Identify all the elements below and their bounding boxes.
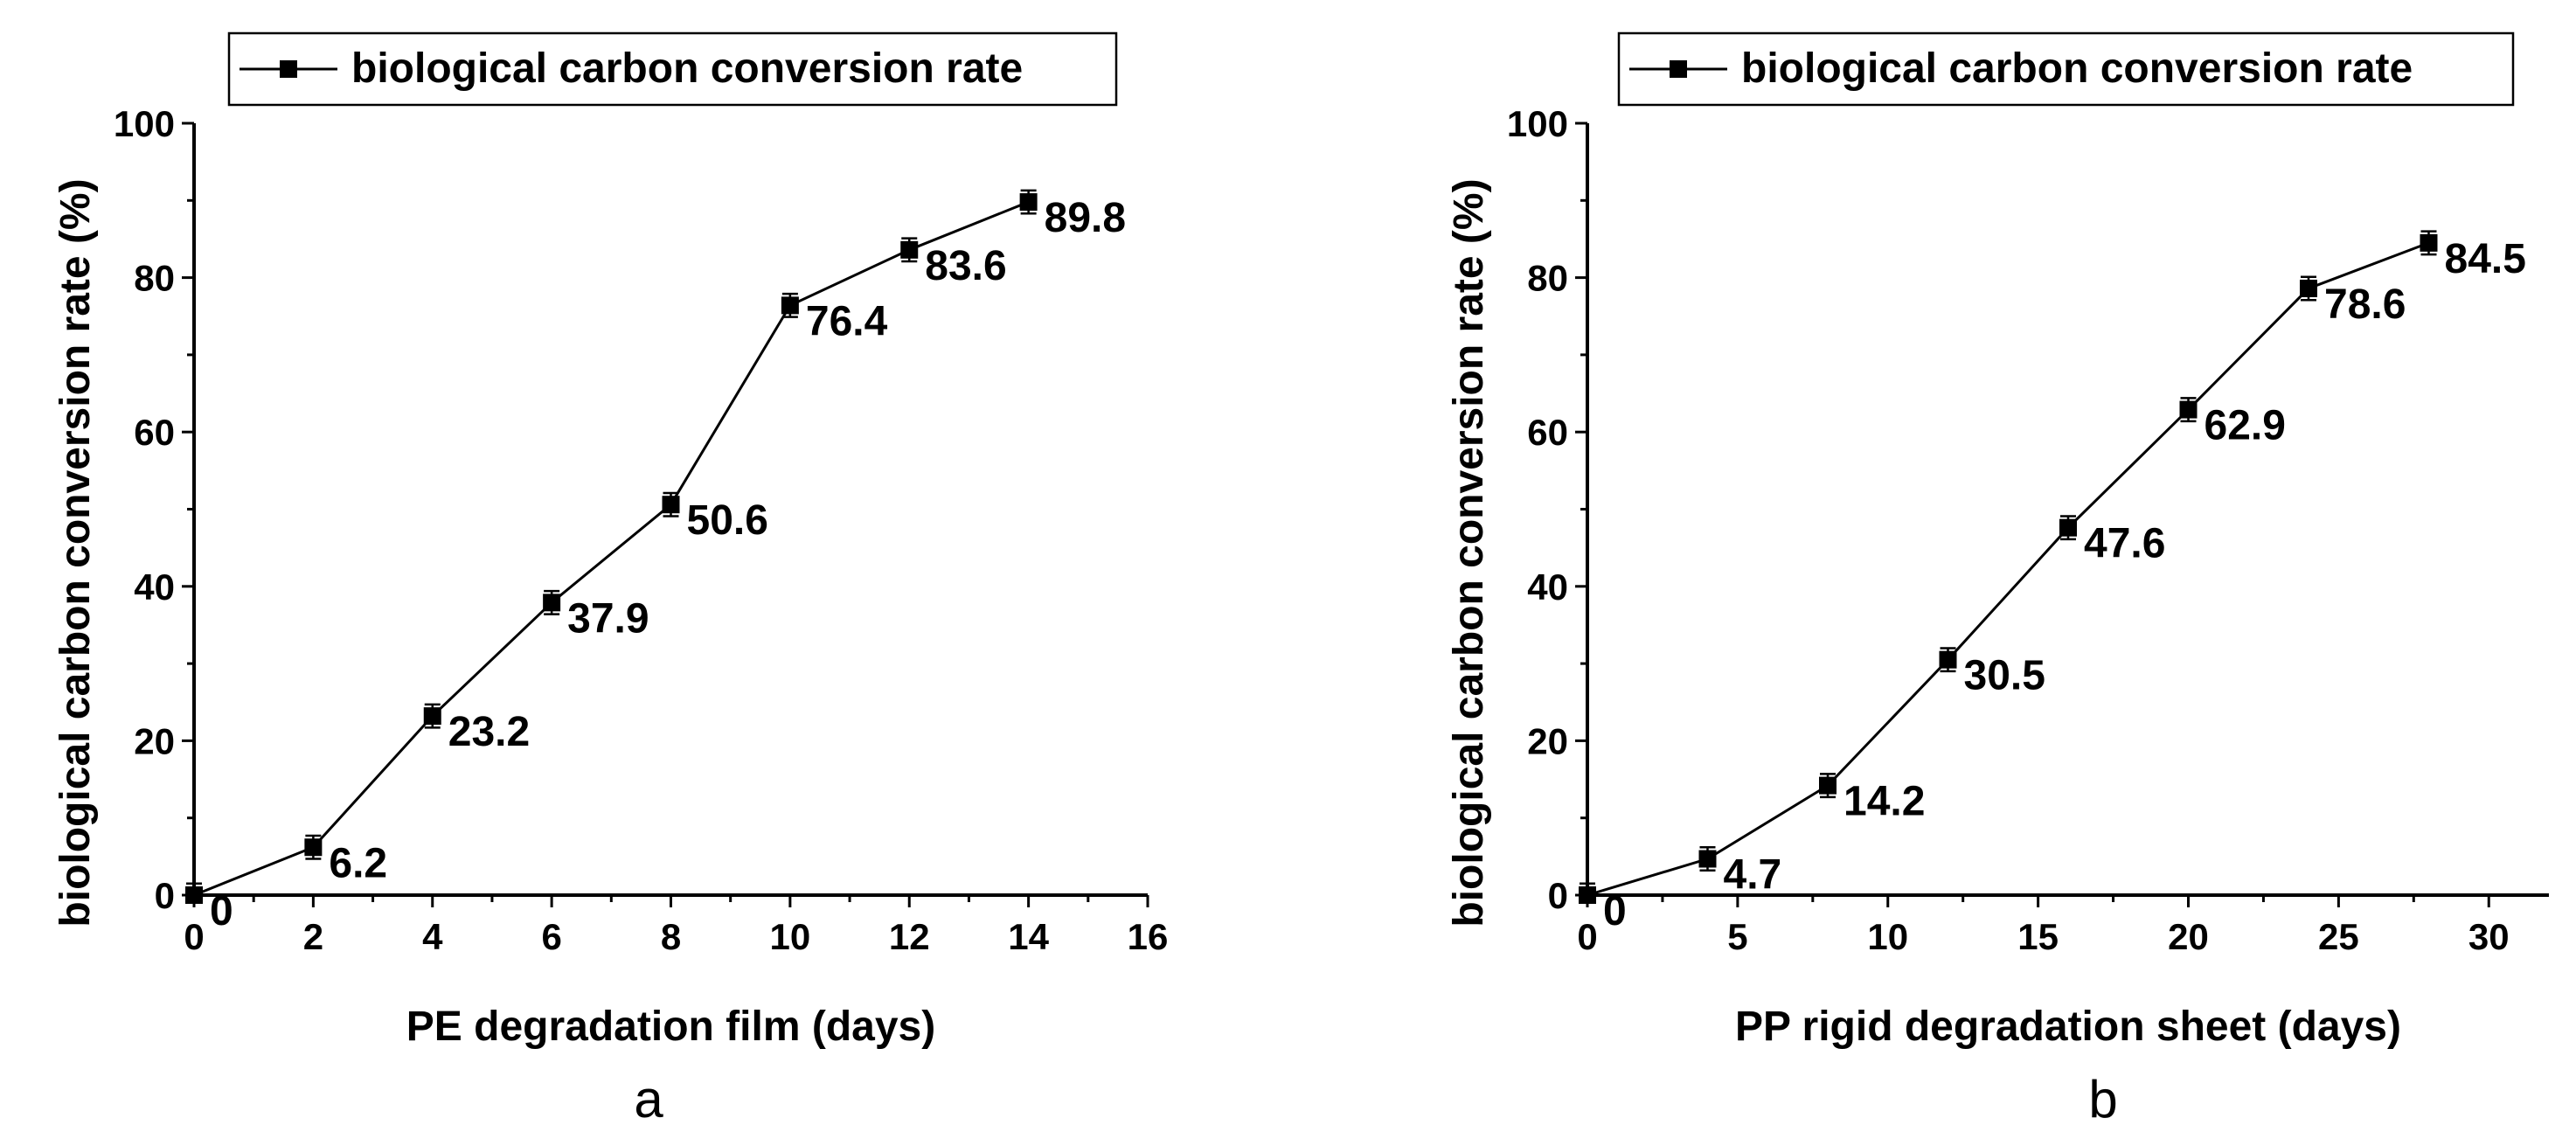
y-axis-title: biological carbon conversion rate (%)	[52, 178, 99, 927]
x-tick-label: 6	[541, 916, 561, 957]
x-tick-label: 16	[1128, 916, 1169, 957]
x-tick-label: 2	[303, 916, 323, 957]
y-tick-label: 80	[1527, 258, 1568, 299]
data-point-marker	[1579, 886, 1596, 904]
panel-label: b	[2088, 1070, 2117, 1129]
panel-label: a	[634, 1070, 663, 1129]
x-tick-label: 0	[1577, 916, 1597, 957]
x-tick-label: 5	[1727, 916, 1747, 957]
legend: biological carbon conversion rate	[1617, 31, 2515, 107]
y-tick-label: 60	[1527, 412, 1568, 453]
data-point-marker	[900, 240, 919, 259]
data-label: 6.2	[329, 840, 387, 886]
legend-square-marker	[280, 60, 297, 78]
axes-frame	[1586, 123, 2549, 897]
data-label: 47.6	[2084, 521, 2165, 567]
data-point-marker	[2059, 518, 2077, 537]
data-point-marker	[2179, 400, 2198, 419]
data-label: 89.8	[1045, 195, 1126, 241]
chart-panel-b: 0 20 40 60 80 100 0 5 10 15 20 25 30 PP rigid degrada…	[1446, 31, 2549, 1129]
data-point-marker	[423, 707, 441, 726]
data-label: 78.6	[2324, 281, 2406, 328]
legend-box	[227, 31, 1118, 107]
x-tick-label: 12	[889, 916, 930, 957]
data-point-marker	[543, 594, 561, 612]
x-tick-label: 25	[2318, 916, 2359, 957]
chart-panel-a: 0 20 40 60 80 100 0 2 4 6 8 10 12 14 16 PE degradation …	[52, 31, 1169, 1129]
data-label: 4.7	[1724, 851, 1782, 898]
y-tick-label: 60	[134, 412, 175, 453]
y-tick-label: 100	[114, 103, 175, 144]
x-tick-label: 4	[422, 916, 443, 957]
x-tick-label: 8	[661, 916, 681, 957]
y-tick-label: 20	[1527, 720, 1568, 761]
x-tick-label: 10	[1867, 916, 1908, 957]
data-point-marker	[662, 496, 680, 514]
data-point-marker	[2420, 233, 2438, 252]
y-tick-label: 40	[1527, 566, 1568, 608]
legend-box	[1617, 31, 2515, 107]
data-label: 14.2	[1843, 779, 1925, 825]
data-label: 84.5	[2445, 236, 2526, 282]
y-tick-label: 0	[155, 875, 175, 916]
data-point-marker	[1019, 193, 1038, 212]
legend-square-marker	[1670, 60, 1687, 78]
series-line	[1587, 241, 2430, 897]
data-point-marker	[304, 838, 323, 857]
data-point-marker	[1939, 650, 1957, 669]
data-label: 0	[210, 888, 233, 934]
y-tick-label: 20	[134, 720, 175, 761]
y-tick-label: 100	[1507, 103, 1568, 144]
data-label: 23.2	[448, 709, 530, 755]
data-label: 76.4	[806, 298, 888, 344]
x-tick-label: 15	[2017, 916, 2059, 957]
data-label: 37.9	[567, 595, 649, 642]
data-point-marker	[185, 886, 203, 904]
y-tick-label: 80	[134, 258, 175, 299]
data-label: 62.9	[2205, 403, 2286, 449]
legend: biological carbon conversion rate	[227, 31, 1118, 107]
x-tick-label: 14	[1008, 916, 1049, 957]
data-label: 50.6	[687, 497, 768, 544]
data-point-marker	[2300, 279, 2317, 297]
data-point-marker	[1698, 850, 1717, 868]
legend-label: biological carbon conversion rate	[1741, 45, 2413, 92]
y-tick-label: 40	[134, 566, 175, 608]
x-axis-title: PE degradation film (days)	[406, 1004, 935, 1050]
data-point-marker	[781, 296, 799, 315]
data-label: 30.5	[1964, 653, 2045, 699]
y-tick-label: 0	[1548, 875, 1568, 916]
x-tick-label: 30	[2468, 916, 2510, 957]
x-tick-label: 20	[2168, 916, 2209, 957]
series-line	[193, 200, 1030, 897]
data-point-marker	[1819, 776, 1837, 795]
y-axis-title: biological carbon conversion rate (%)	[1446, 178, 1492, 927]
x-axis-title: PP rigid degradation sheet (days)	[1735, 1004, 2401, 1050]
x-tick-label: 0	[184, 916, 204, 957]
data-label: 0	[1603, 888, 1627, 934]
data-label: 83.6	[925, 243, 1006, 289]
x-tick-label: 10	[770, 916, 811, 957]
legend-label: biological carbon conversion rate	[351, 45, 1023, 92]
